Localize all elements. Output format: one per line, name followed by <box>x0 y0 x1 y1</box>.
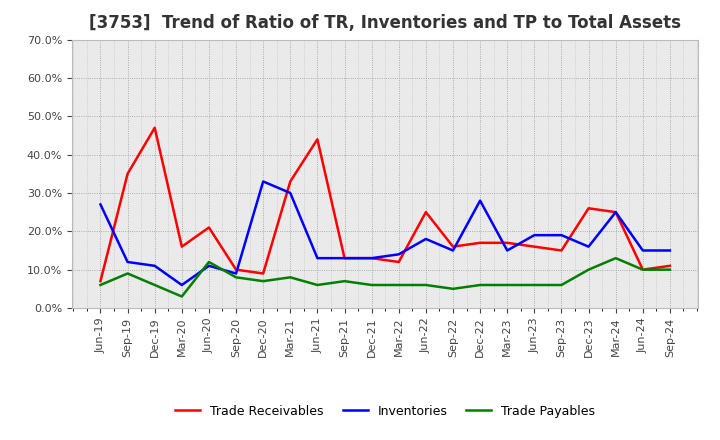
Inventories <box>259 179 268 184</box>
Trade Receivables <box>665 263 674 268</box>
Title: [3753]  Trend of Ratio of TR, Inventories and TP to Total Assets: [3753] Trend of Ratio of TR, Inventories… <box>89 15 681 33</box>
Inventories <box>178 282 186 288</box>
Trade Receivables <box>232 267 240 272</box>
Trade Payables <box>639 267 647 272</box>
Inventories <box>557 232 566 238</box>
Inventories <box>313 256 322 261</box>
Inventories <box>123 259 132 264</box>
Trade Receivables <box>286 179 294 184</box>
Trade Payables <box>557 282 566 288</box>
Inventories <box>584 244 593 249</box>
Trade Payables <box>503 282 511 288</box>
Inventories <box>476 198 485 203</box>
Inventories <box>96 202 105 207</box>
Inventories <box>665 248 674 253</box>
Trade Receivables <box>204 225 213 230</box>
Line: Inventories: Inventories <box>101 181 670 285</box>
Trade Payables <box>150 282 159 288</box>
Trade Payables <box>611 256 620 261</box>
Trade Payables <box>286 275 294 280</box>
Inventories <box>204 263 213 268</box>
Inventories <box>367 256 376 261</box>
Trade Receivables <box>530 244 539 249</box>
Trade Payables <box>204 259 213 264</box>
Trade Payables <box>395 282 403 288</box>
Inventories <box>421 236 430 242</box>
Legend: Trade Receivables, Inventories, Trade Payables: Trade Receivables, Inventories, Trade Pa… <box>170 400 600 422</box>
Inventories <box>341 256 349 261</box>
Trade Receivables <box>341 256 349 261</box>
Trade Receivables <box>123 171 132 176</box>
Trade Receivables <box>313 137 322 142</box>
Trade Receivables <box>367 256 376 261</box>
Trade Receivables <box>476 240 485 246</box>
Trade Receivables <box>150 125 159 130</box>
Trade Payables <box>449 286 457 291</box>
Trade Payables <box>341 279 349 284</box>
Trade Payables <box>530 282 539 288</box>
Inventories <box>503 248 511 253</box>
Inventories <box>286 191 294 196</box>
Inventories <box>232 271 240 276</box>
Inventories <box>449 248 457 253</box>
Trade Payables <box>313 282 322 288</box>
Trade Receivables <box>557 248 566 253</box>
Trade Receivables <box>611 209 620 215</box>
Trade Receivables <box>395 259 403 264</box>
Trade Receivables <box>96 279 105 284</box>
Inventories <box>611 209 620 215</box>
Trade Payables <box>367 282 376 288</box>
Inventories <box>395 252 403 257</box>
Trade Receivables <box>449 244 457 249</box>
Trade Payables <box>665 267 674 272</box>
Inventories <box>639 248 647 253</box>
Trade Payables <box>584 267 593 272</box>
Trade Payables <box>421 282 430 288</box>
Trade Payables <box>178 294 186 299</box>
Trade Receivables <box>421 209 430 215</box>
Trade Payables <box>96 282 105 288</box>
Trade Receivables <box>259 271 268 276</box>
Trade Receivables <box>639 267 647 272</box>
Inventories <box>150 263 159 268</box>
Line: Trade Receivables: Trade Receivables <box>101 128 670 281</box>
Line: Trade Payables: Trade Payables <box>101 258 670 297</box>
Trade Receivables <box>178 244 186 249</box>
Trade Payables <box>476 282 485 288</box>
Trade Payables <box>259 279 268 284</box>
Inventories <box>530 232 539 238</box>
Trade Receivables <box>503 240 511 246</box>
Trade Receivables <box>584 205 593 211</box>
Trade Payables <box>232 275 240 280</box>
Trade Payables <box>123 271 132 276</box>
